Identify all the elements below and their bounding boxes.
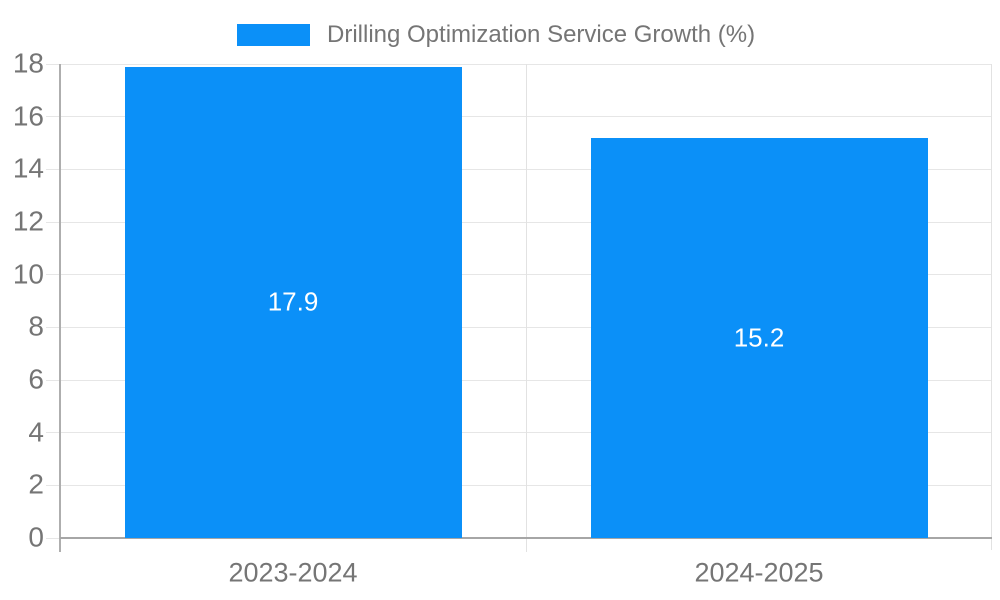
y-axis-line	[59, 64, 61, 552]
bar-value-label: 15.2	[733, 322, 785, 353]
y-tick-label: 12	[12, 205, 44, 237]
y-tick-label: 2	[28, 468, 44, 500]
plot-right-border	[991, 64, 992, 550]
y-tick-mark	[46, 484, 60, 486]
x-tick-label: 2023-2024	[228, 557, 358, 588]
y-tick-mark	[46, 63, 60, 65]
legend-swatch	[237, 24, 310, 46]
bar-value-label: 17.9	[267, 286, 319, 317]
y-tick-mark	[46, 379, 60, 381]
y-tick-label: 18	[12, 47, 44, 79]
y-tick-label: 0	[28, 521, 44, 553]
bar-2024-2025	[590, 137, 928, 538]
y-tick-label: 6	[28, 363, 44, 395]
bar-2023-2024	[124, 66, 462, 538]
y-tick-mark	[46, 537, 60, 539]
x-axis-line	[60, 537, 992, 539]
y-tick-mark	[46, 168, 60, 170]
y-tick-label: 16	[12, 100, 44, 132]
y-tick-label: 14	[12, 152, 44, 184]
y-tick-mark	[46, 326, 60, 328]
y-tick-mark	[46, 116, 60, 118]
chart-legend: Drilling Optimization Service Growth (%)	[237, 21, 755, 49]
y-tick-mark	[46, 432, 60, 434]
y-tick-mark	[46, 274, 60, 276]
y-tick-mark	[46, 221, 60, 223]
category-divider	[526, 64, 527, 552]
x-tick-label: 2024-2025	[694, 557, 824, 588]
y-tick-label: 10	[12, 258, 44, 290]
legend-label: Drilling Optimization Service Growth (%)	[327, 21, 756, 48]
y-tick-label: 8	[28, 310, 44, 342]
y-tick-label: 4	[28, 416, 44, 448]
